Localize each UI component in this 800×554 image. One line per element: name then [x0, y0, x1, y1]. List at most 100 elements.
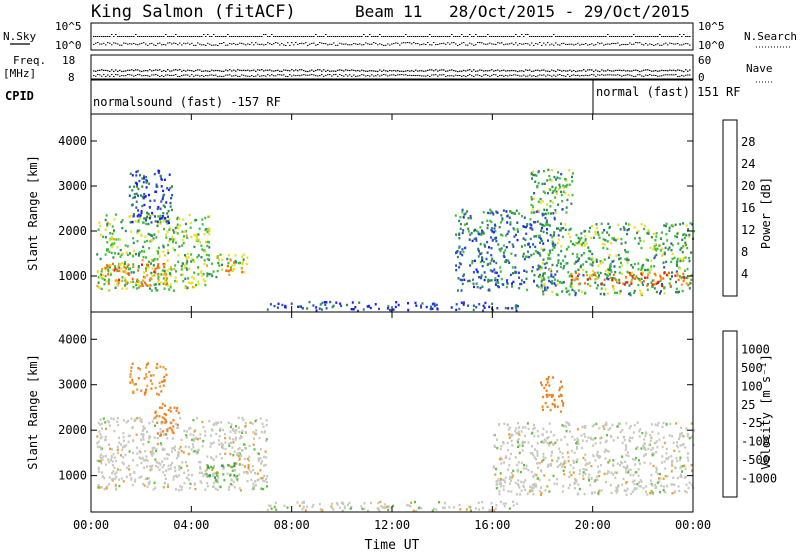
heatmap-cell — [560, 227, 563, 230]
heatmap-cell — [169, 201, 172, 205]
heatmap-cell — [642, 280, 645, 283]
heatmap-cell — [115, 471, 118, 474]
nsky-point — [631, 36, 633, 37]
heatmap-cell — [482, 211, 485, 214]
nsearch-point — [629, 42, 631, 44]
heatmap-cell — [633, 458, 636, 462]
heatmap-cell — [638, 430, 641, 433]
freq-point — [559, 69, 561, 72]
heatmap-cell — [620, 261, 622, 264]
heatmap-cell — [555, 192, 558, 195]
heatmap-cell — [525, 464, 528, 467]
nsky-point — [485, 36, 487, 37]
heatmap-cell — [511, 433, 514, 437]
heatmap-cell — [679, 248, 682, 251]
heatmap-cell — [143, 250, 146, 253]
heatmap-cell — [655, 470, 658, 474]
freq-point — [435, 69, 437, 71]
nsky-point — [257, 36, 259, 37]
heatmap-cell — [516, 469, 519, 473]
heatmap-cell — [609, 484, 612, 487]
heatmap-cell — [315, 309, 318, 312]
heatmap-cell — [156, 185, 159, 188]
heatmap-cell — [199, 437, 202, 440]
heatmap-cell — [526, 288, 529, 292]
nsearch-point — [215, 44, 217, 46]
heatmap-cell — [188, 427, 191, 430]
heatmap-cell — [670, 470, 673, 473]
nsearch-point — [139, 43, 141, 45]
heatmap-cell — [640, 277, 643, 280]
heatmap-cell — [602, 425, 605, 428]
heatmap-cell — [588, 473, 591, 476]
nave-point — [477, 74, 479, 76]
heatmap-cell — [149, 465, 152, 468]
heatmap-cell — [572, 461, 575, 464]
heatmap-cell — [676, 459, 679, 463]
nave-point — [601, 74, 603, 76]
heatmap-cell — [539, 222, 542, 226]
heatmap-cell — [473, 285, 475, 289]
heatmap-cell — [597, 465, 600, 468]
heatmap-cell — [131, 378, 134, 381]
nsearch-point — [419, 44, 421, 46]
nave-point — [461, 75, 463, 77]
freq-point — [125, 70, 127, 72]
heatmap-cell — [461, 278, 463, 282]
heatmap-cell — [584, 234, 587, 238]
heatmap-cell — [154, 416, 157, 419]
freq-point — [109, 70, 111, 73]
nsearch-point — [537, 43, 539, 45]
freq-point — [689, 69, 691, 71]
freq-point — [631, 70, 633, 72]
heatmap-cell — [318, 502, 321, 506]
heatmap-cell — [516, 439, 519, 442]
nsearch-point — [621, 44, 623, 46]
nsky-point — [171, 36, 173, 37]
heatmap-cell — [156, 224, 159, 228]
heatmap-cell — [524, 238, 527, 242]
heatmap-cell — [533, 192, 536, 195]
heatmap-cell — [561, 452, 564, 455]
nsearch-point — [431, 44, 433, 46]
heatmap-cell — [546, 179, 549, 182]
heatmap-cell — [540, 226, 543, 230]
heatmap-cell — [193, 260, 196, 264]
nave-point — [639, 74, 641, 76]
nave-point — [571, 74, 573, 76]
heatmap-cell — [651, 447, 654, 450]
heatmap-cell — [536, 442, 539, 445]
nsky-point — [563, 36, 565, 37]
heatmap-cell — [203, 233, 206, 236]
heatmap-cell — [531, 483, 534, 487]
heatmap-cell — [510, 433, 513, 437]
freq-point — [379, 69, 381, 71]
heatmap-cell — [321, 301, 324, 305]
heatmap-cell — [185, 262, 188, 265]
nave-point — [585, 74, 587, 76]
heatmap-cell — [643, 442, 646, 445]
nsky-point — [313, 36, 315, 37]
heatmap-cell — [111, 460, 114, 463]
heatmap-cell — [276, 306, 279, 309]
freq-point — [665, 69, 667, 72]
heatmap-cell — [104, 236, 107, 239]
heatmap-cell — [152, 488, 155, 491]
heatmap-cell — [189, 226, 192, 229]
heatmap-cell — [600, 287, 603, 290]
heatmap-cell — [145, 388, 148, 392]
heatmap-cell — [668, 226, 671, 229]
heatmap-cell — [675, 280, 677, 284]
heatmap-cell — [669, 277, 672, 281]
freq-point — [541, 69, 543, 71]
heatmap-cell — [537, 285, 540, 289]
heatmap-cell — [505, 210, 508, 213]
heatmap-cell — [596, 276, 599, 279]
heatmap-cell — [233, 261, 236, 264]
heatmap-cell — [156, 421, 159, 424]
heatmap-cell — [500, 485, 503, 488]
heatmap-cell — [491, 270, 494, 273]
cpid-label: CPID — [5, 89, 34, 103]
heatmap-cell — [608, 233, 610, 237]
nave-point — [275, 75, 277, 77]
